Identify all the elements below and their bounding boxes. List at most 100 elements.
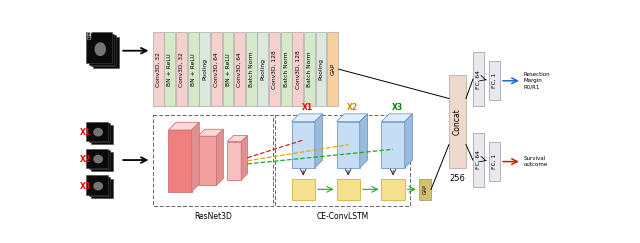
Bar <box>211 32 222 106</box>
Bar <box>198 136 216 185</box>
Ellipse shape <box>95 42 106 56</box>
Bar <box>88 34 114 65</box>
Polygon shape <box>198 129 223 136</box>
Polygon shape <box>337 114 367 122</box>
Bar <box>246 32 257 106</box>
Bar <box>88 123 110 142</box>
Bar <box>168 130 191 192</box>
Text: Conv3D, 128: Conv3D, 128 <box>295 50 300 89</box>
Text: CT: CT <box>87 113 93 116</box>
Bar <box>88 150 110 169</box>
Text: Survival
outcome: Survival outcome <box>524 156 548 167</box>
Text: FC, 64: FC, 64 <box>476 151 481 170</box>
Bar <box>86 32 112 63</box>
Polygon shape <box>241 135 248 180</box>
Polygon shape <box>360 114 367 168</box>
Bar <box>153 32 164 106</box>
Text: ResNet3D: ResNet3D <box>194 212 232 221</box>
Bar <box>337 179 360 200</box>
Bar <box>227 142 241 180</box>
Bar <box>337 122 360 168</box>
Ellipse shape <box>93 155 103 164</box>
Text: Mt: Mt <box>87 34 92 38</box>
Polygon shape <box>227 135 248 142</box>
Text: Pooling: Pooling <box>260 58 266 80</box>
Polygon shape <box>315 114 323 168</box>
Text: CE-ConvLSTM: CE-ConvLSTM <box>316 212 369 221</box>
Bar <box>257 32 268 106</box>
Bar <box>164 32 175 106</box>
Bar <box>269 32 280 106</box>
Text: X1: X1 <box>301 103 312 112</box>
Text: BN + ReLU: BN + ReLU <box>225 53 230 86</box>
Bar <box>292 32 303 106</box>
Bar <box>91 152 113 171</box>
Text: GAP: GAP <box>330 63 335 75</box>
Text: Mt: Mt <box>87 109 92 113</box>
Text: Conv3D, 32: Conv3D, 32 <box>179 52 184 87</box>
Text: FC, 1: FC, 1 <box>492 154 497 169</box>
Polygon shape <box>216 129 223 185</box>
Bar <box>86 122 108 141</box>
Bar <box>304 32 315 106</box>
Polygon shape <box>168 122 199 130</box>
Bar <box>281 32 292 106</box>
Bar <box>473 133 484 187</box>
Bar <box>275 115 410 206</box>
Bar <box>381 122 404 168</box>
Polygon shape <box>191 122 199 192</box>
Text: X2: X2 <box>80 155 91 164</box>
Text: GAP: GAP <box>422 184 428 194</box>
Text: Conv3D, 64: Conv3D, 64 <box>214 52 219 87</box>
Text: Batch Norm: Batch Norm <box>249 51 254 87</box>
Polygon shape <box>292 114 323 122</box>
Text: Mp: Mp <box>87 31 93 35</box>
Bar <box>176 32 187 106</box>
Text: Batch Norm: Batch Norm <box>284 51 289 87</box>
Bar <box>199 32 210 106</box>
Text: Pooling: Pooling <box>319 58 324 80</box>
Bar <box>91 35 116 66</box>
Bar <box>489 142 500 181</box>
Bar <box>327 32 338 106</box>
Text: Conv3D, 32: Conv3D, 32 <box>156 52 161 87</box>
Text: X2: X2 <box>346 103 358 112</box>
Text: Mp: Mp <box>87 106 93 110</box>
Text: Conv3D, 128: Conv3D, 128 <box>272 50 277 89</box>
Bar <box>489 61 500 100</box>
Bar <box>88 177 110 196</box>
Bar <box>223 32 234 106</box>
Bar <box>292 179 315 200</box>
Text: X3: X3 <box>80 182 91 191</box>
Text: Conv3D, 64: Conv3D, 64 <box>237 52 242 87</box>
Text: Pooling: Pooling <box>202 58 207 80</box>
Bar <box>473 52 484 106</box>
Bar <box>449 75 466 168</box>
Bar <box>91 179 113 198</box>
Text: Concat: Concat <box>453 108 462 135</box>
Bar <box>381 179 404 200</box>
Polygon shape <box>404 114 412 168</box>
Text: Resection
Margin
R0/R1: Resection Margin R0/R1 <box>524 72 550 90</box>
Text: BN + ReLU: BN + ReLU <box>168 53 172 86</box>
Text: FC, 1: FC, 1 <box>492 73 497 88</box>
Bar <box>316 32 326 106</box>
Bar <box>419 179 431 200</box>
Bar <box>234 32 245 106</box>
Text: 256: 256 <box>449 174 465 183</box>
Text: CT: CT <box>87 37 93 41</box>
Text: BN + ReLU: BN + ReLU <box>191 53 196 86</box>
Bar <box>188 32 198 106</box>
Ellipse shape <box>93 128 103 137</box>
Bar <box>153 115 273 206</box>
Text: X1: X1 <box>80 128 91 137</box>
Text: FC, 64: FC, 64 <box>476 70 481 89</box>
Bar <box>86 175 108 195</box>
Ellipse shape <box>93 182 103 190</box>
Bar <box>93 37 119 68</box>
Bar <box>91 125 113 144</box>
Text: X3: X3 <box>392 103 403 112</box>
Polygon shape <box>381 114 412 122</box>
Bar <box>86 148 108 168</box>
Text: Batch Norm: Batch Norm <box>307 51 312 87</box>
